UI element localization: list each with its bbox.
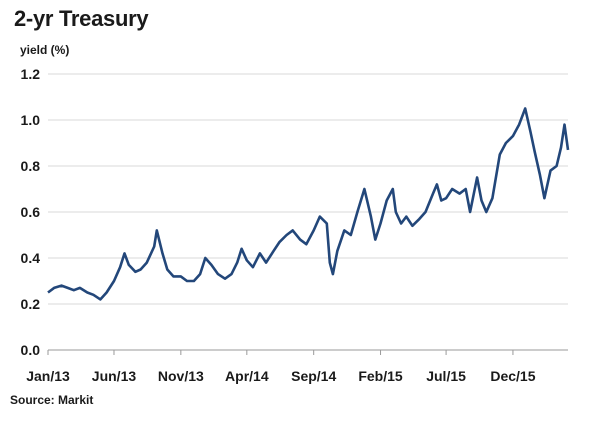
y-tick-label: 0.6 xyxy=(21,204,41,220)
series-line-2yr-treasury xyxy=(47,107,570,301)
x-tick-label: Nov/13 xyxy=(158,368,204,384)
y-tick-label: 0.0 xyxy=(21,342,41,358)
source-note: Source: Markit xyxy=(10,393,94,407)
chart-title: 2-yr Treasury xyxy=(14,6,149,31)
x-tick-label: Jul/15 xyxy=(426,368,466,384)
y-tick-label: 1.2 xyxy=(21,66,41,82)
x-tick-label: Jan/13 xyxy=(26,368,70,384)
x-tick-label: Feb/15 xyxy=(358,368,403,384)
x-tick-label: Sep/14 xyxy=(291,368,336,384)
y-tick-labels: 0.0 0.2 0.4 0.6 0.8 1.0 1.2 xyxy=(21,66,41,358)
gridlines xyxy=(48,73,568,305)
y-tick-label: 0.4 xyxy=(21,250,41,266)
x-tick-labels: Jan/13 Jun/13 Nov/13 Apr/14 Sep/14 Feb/15 Jul/… xyxy=(26,350,536,384)
y-tick-label: 1.0 xyxy=(21,112,41,128)
y-axis-label: yield (%) xyxy=(20,43,70,57)
y-tick-label: 0.8 xyxy=(21,158,41,174)
x-tick-label: Dec/15 xyxy=(490,368,535,384)
y-tick-label: 0.2 xyxy=(21,296,41,312)
x-tick-label: Jun/13 xyxy=(92,368,137,384)
x-tick-label: Apr/14 xyxy=(225,368,269,384)
